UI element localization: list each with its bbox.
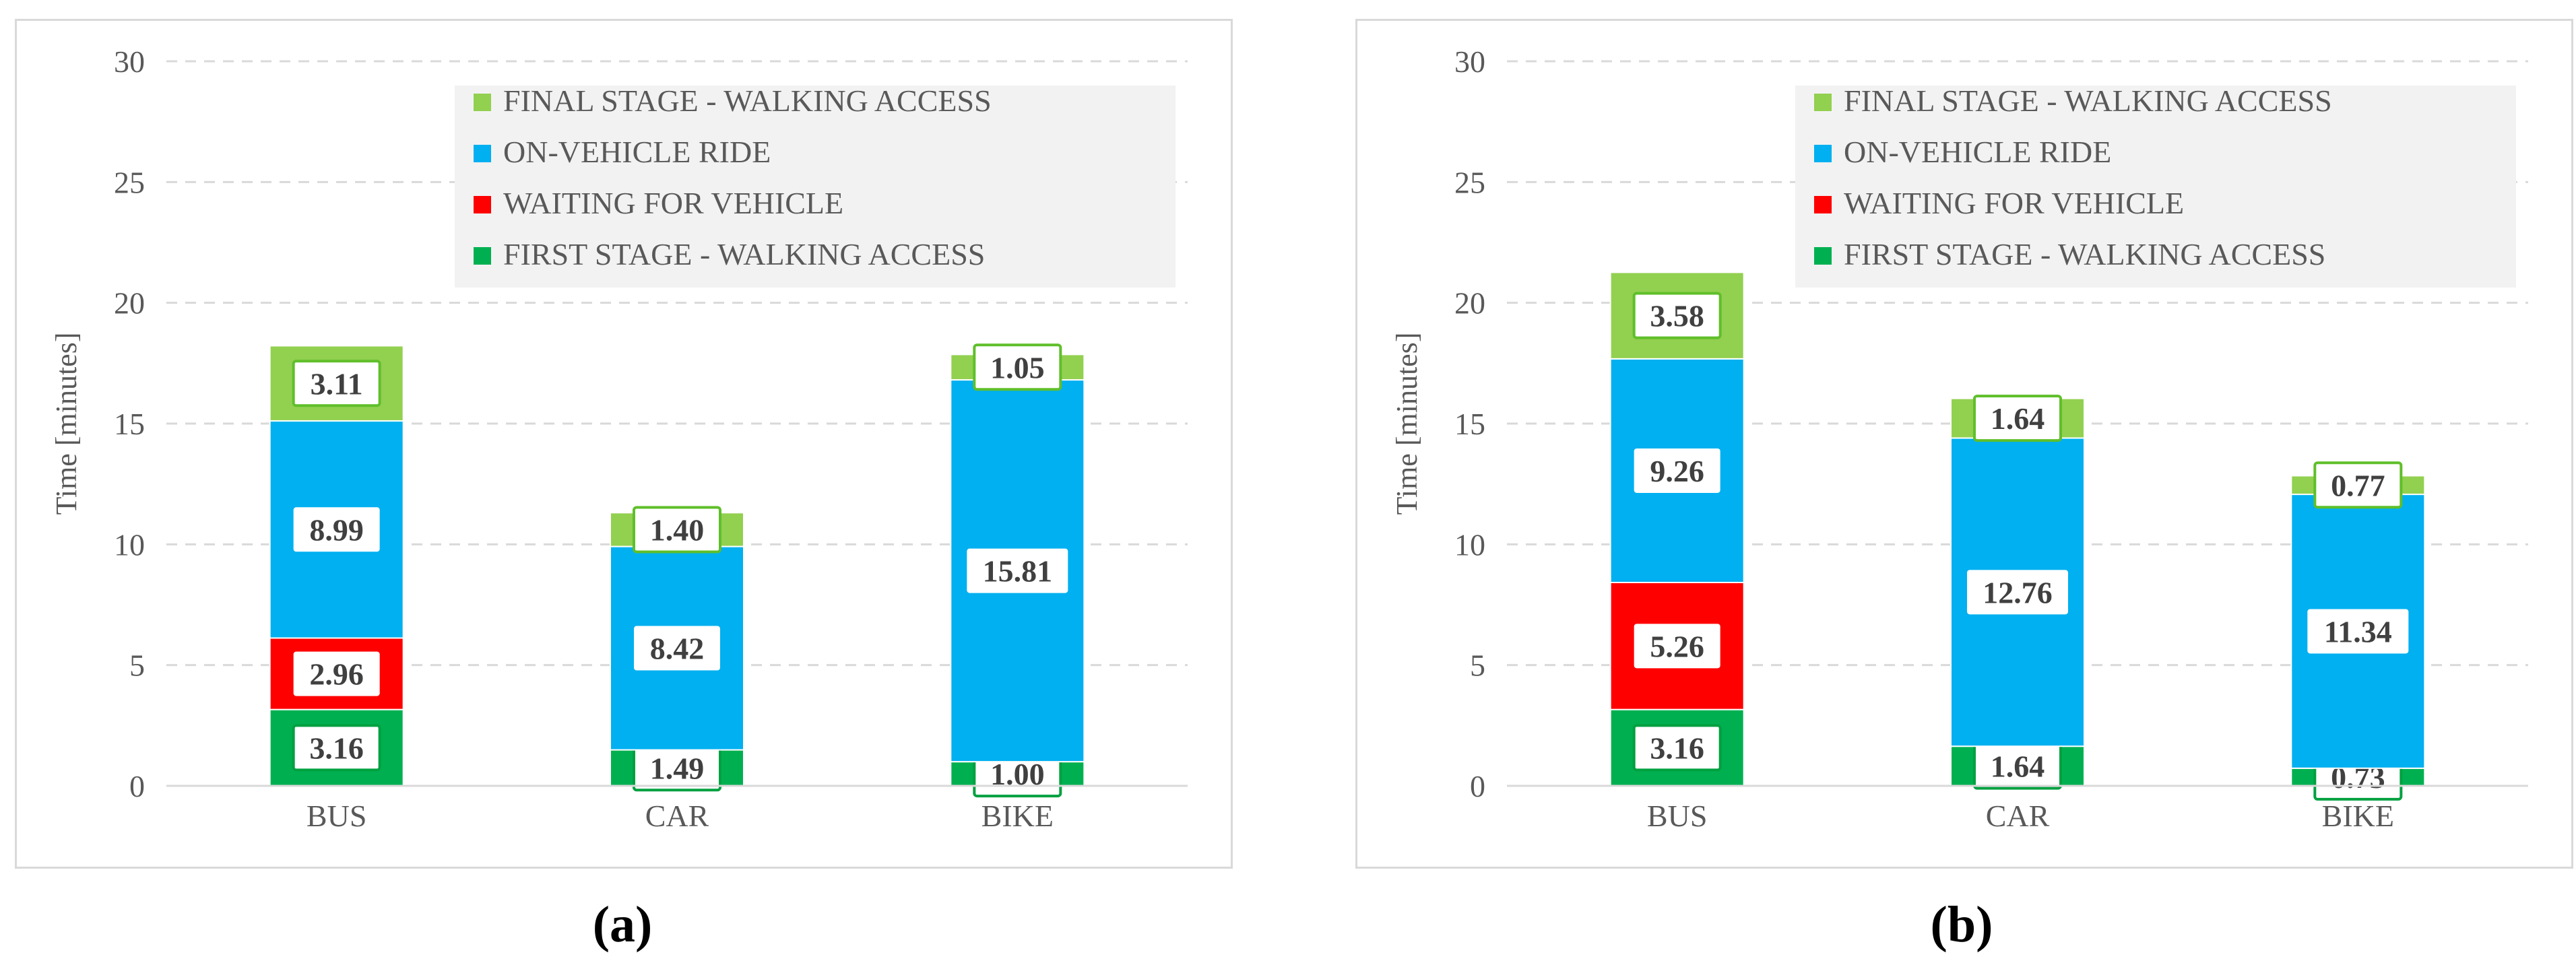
x-tick-label: BIKE: [981, 799, 1054, 833]
data-label: 1.49: [650, 751, 705, 785]
y-tick-label: 0: [129, 769, 145, 803]
legend-label: FIRST STAGE - WALKING ACCESS: [1844, 237, 2325, 271]
y-tick-label: 25: [1454, 165, 1485, 199]
data-label: 1.64: [1991, 749, 2045, 784]
y-tick-label: 20: [114, 286, 145, 321]
data-label: 11.34: [2324, 614, 2392, 648]
y-axis-label: Time [minutes]: [1390, 333, 1423, 515]
y-tick-label: 5: [1470, 648, 1485, 683]
data-label-box: [1634, 448, 1720, 493]
data-label: 2.96: [309, 657, 364, 692]
data-label-box: [293, 651, 380, 696]
legend: [455, 86, 1176, 288]
legend: [1795, 86, 2516, 288]
y-tick-label: 30: [114, 44, 145, 79]
caption-b: (b): [1930, 896, 1993, 953]
legend-label: WAITING FOR VEHICLE: [1844, 186, 2184, 220]
data-label: 8.99: [309, 512, 364, 547]
data-label-box: [1632, 292, 1722, 339]
y-tick-label: 30: [1454, 44, 1485, 79]
x-tick-label: BUS: [307, 799, 366, 833]
y-tick-label: 25: [114, 165, 145, 199]
legend-label: ON-VEHICLE RIDE: [503, 135, 771, 169]
stacked-bar-chart-a: 0 5 10 15 20 25 30 Time [minutes] 3.16 2.96 8.99 3.…: [50, 44, 1188, 833]
legend-swatch: [1814, 196, 1832, 213]
data-label: 5.26: [1650, 629, 1704, 663]
y-axis-label: Time [minutes]: [50, 333, 83, 515]
y-tick-label: 5: [129, 648, 145, 683]
data-label-box: [633, 506, 721, 554]
data-label-box: [1634, 624, 1720, 669]
data-label-box: [973, 343, 1062, 391]
legend-swatch: [474, 196, 491, 213]
legend-label: FINAL STAGE - WALKING ACCESS: [503, 84, 992, 118]
data-label-box: [292, 724, 381, 772]
data-label: 1.64: [1991, 401, 2045, 436]
data-label-box: [2307, 609, 2409, 654]
legend-label: ON-VEHICLE RIDE: [1844, 135, 2111, 169]
x-tick-label: CAR: [645, 799, 709, 833]
data-label: 1.05: [990, 350, 1045, 385]
caption-a: (a): [592, 896, 653, 953]
y-tick-label: 0: [1470, 769, 1485, 803]
data-label-box: [293, 507, 380, 552]
legend-label: FIRST STAGE - WALKING ACCESS: [503, 237, 985, 271]
legend-label: WAITING FOR VEHICLE: [503, 186, 843, 220]
data-label-box: [1632, 724, 1722, 772]
data-label-box: [967, 548, 1068, 593]
y-tick-label: 15: [114, 407, 145, 441]
data-label-box: [1973, 395, 2062, 442]
legend-swatch: [474, 94, 491, 111]
data-label: 8.42: [650, 632, 705, 666]
chart-panel-a: 0 5 10 15 20 25 30 Time [minutes] 3.16 2.96 8.99 3.…: [15, 19, 1233, 869]
legend-label: FINAL STAGE - WALKING ACCESS: [1844, 84, 2332, 118]
data-label-box: [292, 360, 381, 407]
data-label-box: [2313, 461, 2403, 509]
x-tick-label: BIKE: [2322, 799, 2394, 833]
legend-swatch: [1814, 145, 1832, 162]
x-tick-label: CAR: [1986, 799, 2050, 833]
x-tick-label: BUS: [1647, 799, 1707, 833]
data-label: 3.16: [309, 731, 364, 765]
stacked-bar-chart-b: 0 5 10 15 20 25 30 Time [minutes] 3.16 5.26 9.26 3.…: [1390, 44, 2528, 833]
legend-swatch: [474, 145, 491, 162]
legend-swatch: [474, 247, 491, 265]
data-label: 15.81: [983, 554, 1053, 589]
legend-swatch: [1814, 94, 1832, 111]
legend-swatch: [1814, 247, 1832, 265]
data-label: 3.16: [1650, 731, 1704, 765]
data-label: 1.40: [650, 512, 705, 547]
data-label: 3.58: [1650, 299, 1704, 333]
y-tick-label: 20: [1454, 286, 1485, 321]
data-label: 3.11: [311, 366, 363, 401]
y-tick-label: 15: [1454, 407, 1485, 441]
data-label: 0.77: [2331, 468, 2385, 502]
data-label-box: [1967, 570, 2068, 615]
data-label: 9.26: [1650, 454, 1704, 488]
data-label-box: [634, 626, 720, 671]
y-tick-label: 10: [1454, 527, 1485, 562]
data-label: 12.76: [1983, 575, 2053, 609]
chart-panel-b: 0 5 10 15 20 25 30 Time [minutes] 3.16 5.26 9.26 3.…: [1355, 19, 2573, 869]
y-tick-label: 10: [114, 527, 145, 562]
